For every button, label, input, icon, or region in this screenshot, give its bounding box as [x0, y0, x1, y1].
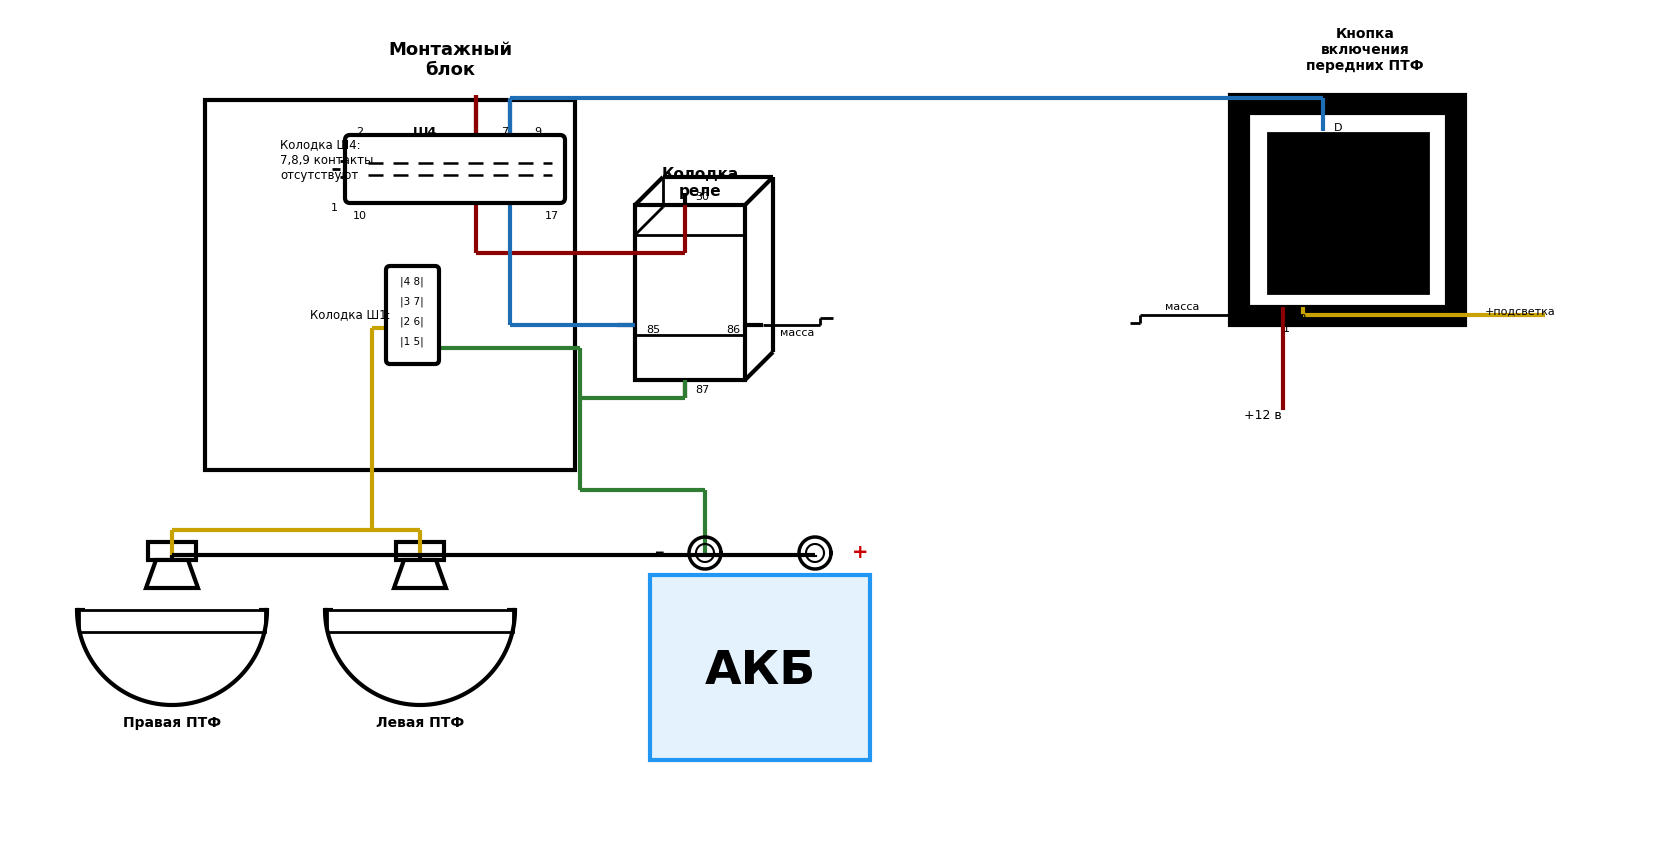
- Text: 9: 9: [534, 127, 542, 137]
- Bar: [204, 100, 574, 470]
- Text: Колодка
реле: Колодка реле: [661, 167, 738, 200]
- Bar: [634, 205, 744, 380]
- Text: Колодка Ш4:
7,8,9 контакты
отсутствуют: Колодка Ш4: 7,8,9 контакты отсутствуют: [279, 138, 373, 181]
- Text: |4 8|: |4 8|: [400, 277, 423, 287]
- Bar: [1266, 133, 1427, 293]
- Text: –: –: [654, 544, 664, 562]
- Text: 2: 2: [356, 127, 363, 137]
- Text: +: +: [852, 544, 868, 562]
- Text: |3 7|: |3 7|: [400, 297, 423, 307]
- Text: АКБ: АКБ: [704, 649, 815, 695]
- Bar: [147, 542, 196, 560]
- Text: 86: 86: [726, 325, 739, 335]
- Text: 1: 1: [1282, 324, 1288, 334]
- Text: +подсветка: +подсветка: [1484, 307, 1554, 317]
- Bar: [649, 575, 870, 760]
- Text: 85: 85: [646, 325, 659, 335]
- Text: 7: 7: [502, 127, 509, 137]
- Text: 87: 87: [694, 385, 709, 395]
- Text: A: A: [1255, 314, 1263, 324]
- Bar: [326, 610, 512, 632]
- Text: Левая ПТФ: Левая ПТФ: [376, 716, 463, 730]
- Text: Монтажный
блок: Монтажный блок: [388, 40, 512, 79]
- Text: Колодка Ш1:: Колодка Ш1:: [310, 309, 390, 322]
- FancyBboxPatch shape: [386, 266, 438, 364]
- Bar: [1248, 113, 1445, 307]
- Text: масса: масса: [1164, 302, 1198, 312]
- Text: 30: 30: [694, 192, 709, 202]
- Text: масса: масса: [780, 328, 813, 338]
- Text: 2: 2: [1315, 134, 1323, 144]
- Text: D: D: [1333, 123, 1342, 133]
- Bar: [397, 542, 443, 560]
- Bar: [79, 610, 264, 632]
- Text: 10: 10: [353, 211, 366, 221]
- Text: |1 5|: |1 5|: [400, 337, 423, 347]
- Bar: [1230, 95, 1464, 325]
- Text: B: B: [1298, 314, 1307, 324]
- Text: Ш4: Ш4: [413, 126, 437, 138]
- Text: 1: 1: [330, 203, 338, 213]
- Text: 17: 17: [545, 211, 559, 221]
- Text: |2 6|: |2 6|: [400, 316, 423, 328]
- FancyBboxPatch shape: [345, 135, 565, 203]
- Text: Правая ПТФ: Правая ПТФ: [122, 716, 221, 730]
- Text: Кнопка
включения
передних ПТФ: Кнопка включения передних ПТФ: [1305, 27, 1424, 73]
- Polygon shape: [146, 560, 197, 588]
- Text: +12 в: +12 в: [1243, 408, 1282, 421]
- Polygon shape: [393, 560, 445, 588]
